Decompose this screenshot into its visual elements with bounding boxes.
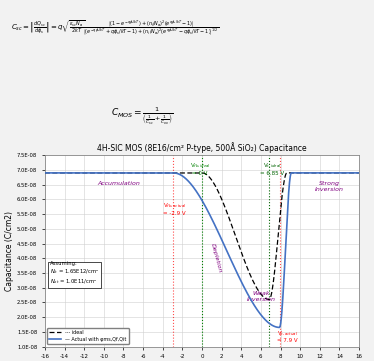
Text: Depletion: Depletion [210, 243, 223, 274]
Legend: --- ideal, — Actual with φms,Qf,Qit: --- ideal, — Actual with φms,Qf,Qit [47, 328, 129, 344]
Text: V$_{t,ideal}$
= 6.85 V: V$_{t,ideal}$ = 6.85 V [260, 162, 284, 176]
Text: Strong
Inversion: Strong Inversion [315, 181, 344, 192]
Text: Assuming:
$N_{it}$ = 1.65E12/cm²
$N_{ot}$ = 1.0E11/cm²: Assuming: $N_{it}$ = 1.65E12/cm² $N_{ot}… [50, 261, 99, 286]
Text: Accumulation: Accumulation [97, 181, 140, 186]
Text: $C_{sc} = \left|\frac{dQ_{sc}}{d\phi_s}\right| = q\sqrt{\frac{\varepsilon_{sc}N_: $C_{sc} = \left|\frac{dQ_{sc}}{d\phi_s}\… [11, 18, 220, 37]
Text: V$_{fb,ideal}$
= 0 V: V$_{fb,ideal}$ = 0 V [190, 162, 211, 176]
Text: V$_{fb,actual}$
= -2.9 V: V$_{fb,actual}$ = -2.9 V [163, 201, 186, 216]
Text: V$_{t,actual}$
= 7.9 V: V$_{t,actual}$ = 7.9 V [277, 330, 298, 343]
Text: Weak
Inversion: Weak Inversion [246, 291, 275, 302]
Text: $C_{MOS} = \frac{1}{\left(\frac{1}{C_{sc}}+\frac{1}{C_{ox}}\right)}$: $C_{MOS} = \frac{1}{\left(\frac{1}{C_{sc… [111, 106, 174, 127]
Y-axis label: Capacitance (C/cm2): Capacitance (C/cm2) [5, 211, 14, 291]
Title: 4H-SIC MOS (8E16/cm² P-type, 500Å SiO₂) Capacitance: 4H-SIC MOS (8E16/cm² P-type, 500Å SiO₂) … [97, 142, 307, 153]
